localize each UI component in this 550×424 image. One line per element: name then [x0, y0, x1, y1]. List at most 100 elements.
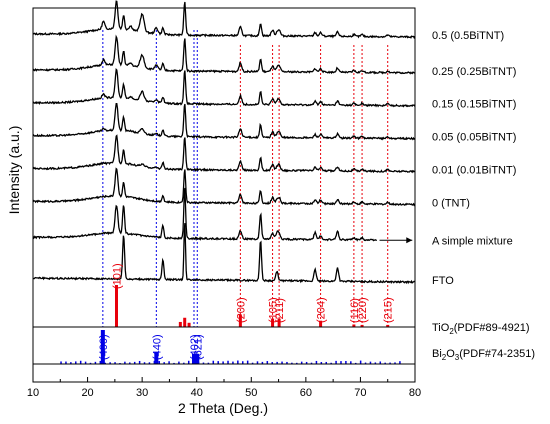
bi2o3-minor-bar: [75, 361, 77, 364]
bi2o3-minor-bar: [335, 360, 337, 364]
bi2o3-minor-bar: [183, 362, 185, 364]
pattern-3: [32, 102, 416, 141]
tio2-hkl-7: (204): [316, 297, 328, 323]
bi2o3-peak-bar-1: [154, 352, 159, 364]
bi2o3-minor-bar: [399, 361, 401, 364]
bi2o3-minor-bar: [89, 362, 92, 364]
tio2-hkl-6: (211): [274, 298, 286, 323]
bi2o3-minor-bar: [291, 362, 293, 364]
series-label-5: 0 (TNT): [432, 197, 470, 209]
tio2-hkl-4: (200): [235, 297, 247, 323]
bi2o3-minor-bar: [109, 362, 111, 364]
bi2o3-minor-bar: [281, 361, 283, 364]
x-tick-label-40: 40: [191, 387, 203, 399]
bi2o3-minor-bar: [163, 362, 165, 364]
axes: 10 20 30 40 50 60 70 80: [27, 7, 421, 399]
x-tick-label-80: 80: [409, 387, 421, 399]
tio2-peak-bar-8: [352, 324, 356, 327]
bi2o3-minor-bar: [168, 361, 170, 364]
bi2o3-hkl-3: (621): [192, 334, 204, 360]
bi2o3-peak-bar-3: [195, 353, 200, 364]
tio2-reference-label: TiO2(PDF#89-4921): [432, 322, 530, 336]
bi2o3-minor-bar: [237, 360, 239, 364]
bi2o3-minor-bar: [119, 362, 121, 364]
bi2o3-minor-bar: [84, 361, 87, 364]
bi2o3-minor-bar: [217, 361, 219, 364]
bi2o3-minor-bar: [124, 361, 126, 364]
hkl-labels: (101) (200) (105)(211) (204) (116)(220) (215)…: [98, 263, 395, 360]
series-label-6: FTO: [432, 275, 454, 287]
series-label-4: 0.01 (0.01BiTNT): [432, 164, 516, 176]
bi2o3-minor-bar: [276, 361, 278, 364]
series-label-3: 0.05 (0.05BiTNT): [432, 132, 516, 144]
bi2o3-minor-bar: [114, 362, 116, 364]
bi2o3-minor-bar: [227, 360, 229, 364]
plot-frame: [32, 7, 416, 383]
tio2-hkl-10: (215): [383, 297, 395, 323]
bi2o3-minor-bar: [242, 361, 244, 364]
bi2o3-minor-bar: [138, 360, 141, 364]
bi2o3-minor-bar: [133, 361, 136, 364]
tio2-hkl-0: (101): [111, 263, 123, 289]
tio2-peak-bar-0: [114, 285, 118, 327]
x-tick-label-10: 10: [27, 387, 39, 399]
bi2o3-minor-bar: [232, 361, 234, 364]
pattern-20: [32, 223, 416, 285]
tio2-peak-bar-2: [183, 317, 187, 327]
bi2o3-minor-bar: [158, 361, 161, 364]
bi2o3-minor-bar: [305, 361, 308, 364]
x-axis-title: 2 Theta (Deg.): [178, 400, 268, 416]
bi2o3-minor-bar: [99, 360, 102, 364]
bi2o3-minor-bar: [379, 361, 382, 364]
series-label-2: 0.15 (0.15BiTNT): [432, 99, 516, 111]
bi2o3-minor-bar: [256, 361, 259, 364]
bi2o3-minor-bar: [251, 362, 254, 364]
bi2o3-minor-bar: [261, 361, 264, 364]
bi2o3-minor-bar: [394, 362, 396, 364]
bi2o3-minor-bar: [266, 361, 269, 364]
bi2o3-hkl-0: (400): [98, 334, 110, 360]
bi2o3-minor-bar: [369, 361, 372, 364]
bi2o3-minor-bar: [359, 360, 362, 364]
bi2o3-minor-bar: [222, 361, 224, 364]
tio2-peak-bar-4: [238, 314, 242, 327]
x-tick-label-30: 30: [136, 387, 148, 399]
mixture-arrow-head: [406, 237, 413, 244]
bi2o3-minor-bar: [178, 361, 180, 364]
bi2o3-minor-bar: [60, 361, 62, 364]
tio2-peak-bar-3: [187, 322, 191, 327]
bi2o3-minor-bar: [187, 360, 190, 364]
series-label-1: 0.25 (0.25BiTNT): [432, 66, 516, 78]
bi2o3-minor-bar: [104, 362, 106, 364]
bi2o3-minor-bar: [296, 362, 298, 364]
pattern-2: [32, 67, 416, 108]
bi2o3-minor-bar: [320, 362, 323, 364]
reference-peak-bars: [60, 285, 401, 364]
bi2o3-minor-bar: [153, 360, 156, 364]
bi2o3-minor-bar: [325, 361, 328, 364]
tio2-peak-bar-1: [178, 321, 182, 327]
bi2o3-minor-bar: [246, 360, 249, 364]
bi2o3-minor-bar: [173, 362, 175, 364]
bi2o3-minor-bar: [202, 362, 205, 364]
bi2o3-minor-bar: [286, 361, 288, 364]
mixture-label: A simple mixture: [432, 235, 513, 247]
pattern-1: [32, 34, 415, 75]
y-axis-title: Intensity (a.u.): [6, 126, 22, 215]
bi2o3-minor-bar: [197, 361, 200, 364]
bi2o3-minor-bar: [271, 362, 273, 364]
bi2o3-minor-bar: [310, 362, 313, 364]
pattern-30: [32, 187, 377, 242]
bi2o3-minor-bar: [374, 362, 377, 364]
bi2o3-hkl-1: (440): [151, 334, 163, 360]
bi2o3-minor-bar: [364, 362, 367, 364]
pattern-0: [32, 0, 416, 40]
tio2-peak-bar-5: [271, 318, 275, 327]
bi2o3-reference-label: Bi2O3(PDF#74-2351): [432, 348, 535, 362]
tio2-peak-bar-6: [277, 318, 281, 327]
bi2o3-minor-bar: [300, 361, 303, 364]
bi2o3-minor-bar: [330, 362, 332, 364]
bi2o3-minor-bar: [350, 361, 352, 364]
bi2o3-minor-bar: [148, 362, 151, 364]
